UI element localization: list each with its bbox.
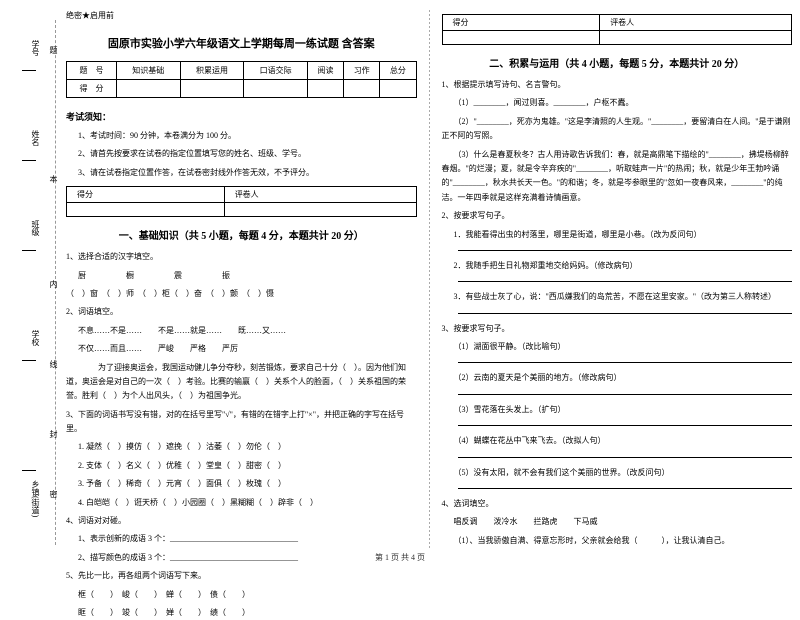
q3-l: 1. 凝然（ ）摸仿（ ）遮挽（ ）沽萎（ ）勿伦（ ）	[66, 440, 417, 454]
answer-blank	[458, 425, 793, 426]
mini-score: 得分评卷人	[66, 186, 417, 217]
answer-blank	[458, 457, 793, 458]
notice-heading: 考试须知：	[66, 110, 417, 123]
q2-l: 不仅……而且…… 严峻 严格 严厉	[66, 342, 417, 356]
label-xuehao: 学号	[30, 40, 41, 56]
notice-item: 2、请首先按要求在试卷的指定位置填写您的姓名、班级、学号。	[66, 147, 417, 161]
mini-c1: 得分	[67, 187, 225, 203]
s2q3-l: （5）没有太阳，就不会有我们这个美丽的世界。（改反问句）	[442, 466, 793, 480]
q1-row: 厨 橱 震 振	[66, 269, 417, 283]
q1: 1、选择合适的汉字填空。	[66, 250, 417, 264]
q3: 3、下面的词语书写没有错，对的在括号里写"√"，有错的在错字上打"×"，并把正确…	[66, 408, 417, 437]
row-label: 得 分	[67, 80, 117, 98]
s2q4: 4、选词填空。	[442, 497, 793, 511]
th: 知识基础	[116, 62, 180, 80]
s2q1-l: （2）"________，死亦为鬼雄。"这是李清照的人生观。"________，…	[442, 115, 793, 144]
page-footer: 第 1 页 共 4 页	[0, 552, 800, 563]
content-area: 绝密★启用前 固原市实验小学六年级语文上学期每周一练试题 含答案 题 号 知识基…	[60, 0, 800, 565]
q5-l: 框（ ） 峻（ ） 蝉（ ） 债（ ）	[66, 588, 417, 602]
label-xiangzhen: 乡镇(街道)	[30, 480, 41, 517]
s2q2-l: 2．我随手把生日礼物郑重地交给妈妈。（修改病句）	[442, 259, 793, 273]
s2q3-l: （2）云南的夏天是个美丽的地方。（修改病句）	[442, 371, 793, 385]
s2q1-l: （3）什么是春夏秋冬？古人用诗歌告诉我们：春，就是高鼎笔下描绘的"_______…	[442, 148, 793, 206]
cell	[180, 80, 244, 98]
s2q2: 2、按要求写句子。	[442, 209, 793, 223]
th: 总分	[380, 62, 416, 80]
th: 习作	[344, 62, 380, 80]
answer-blank	[458, 394, 793, 395]
q1-row: （ ）窗 （ ）师 （ ）柜（ ）奋 （ ）颤 （ ）慑	[66, 287, 417, 301]
marker-mi: 密	[48, 490, 59, 498]
s2q3-l: （4）蝴蝶在花丛中飞来飞去。（改拟人句）	[442, 434, 793, 448]
cell	[244, 80, 308, 98]
q2: 2、词语填空。	[66, 305, 417, 319]
cell	[116, 80, 180, 98]
q3-l: 4. 白皑皑（ ）诳天桥（ ）小园圈（ ）黑糊糊（ ）辟非（ ）	[66, 496, 417, 510]
marker-feng: 封	[48, 430, 59, 438]
mini-c2: 评卷人	[224, 187, 416, 203]
answer-blank	[458, 488, 793, 489]
mini-c1: 得分	[442, 15, 600, 31]
blank-line	[22, 160, 36, 161]
answer-blank	[458, 362, 793, 363]
notice-item: 3、请在试卷指定位置作答，在试卷密封线外作答无效，不予评分。	[66, 166, 417, 180]
mini-score: 得分评卷人	[442, 14, 793, 45]
label-xuexiao: 学校	[30, 330, 41, 346]
exam-title: 固原市实验小学六年级语文上学期每周一练试题 含答案	[66, 35, 417, 51]
th: 阅读	[307, 62, 343, 80]
cell	[380, 80, 416, 98]
q2-l: 为了迎接奥运会，我国运动健儿争分夺秒，刻苦锻炼，要求自己十分（ ）。因为他们知道…	[66, 361, 417, 404]
q4: 4、词语对对碰。	[66, 514, 417, 528]
cell	[344, 80, 380, 98]
q3-l: 2. 支体（ ）名义（ ）优稚（ ）堂皇（ ）甜密（ ）	[66, 459, 417, 473]
s2q1-l: （1）________，闻过则喜。________，户枢不蠹。	[442, 96, 793, 110]
label-xingming: 姓名	[30, 130, 41, 146]
q3-l: 3. 予备（ ）稀奇（ ）元宵（ ）面俱（ ）枚瑰（ ）	[66, 477, 417, 491]
s2q2-l: 3．有些战士灰了心，说："西瓜嫌我们的岛荒苦，不愿在这里安家。"（改为第三人称转…	[442, 290, 793, 304]
s2q1: 1、根据提示填写诗句、名言警句。	[442, 78, 793, 92]
notice-item: 1、考试时间：90 分钟，本卷满分为 100 分。	[66, 129, 417, 143]
secret-label: 绝密★启用前	[66, 10, 417, 21]
marker-xian: 线	[48, 360, 59, 368]
column-divider	[429, 10, 430, 549]
s2q3-l: （1）湖面很平静。（改比喻句）	[442, 340, 793, 354]
blank-line	[22, 250, 36, 251]
cell	[307, 80, 343, 98]
section2-heading: 二、积累与运用（共 4 小题，每题 5 分，本题共计 20 分）	[442, 55, 793, 70]
blank-line	[22, 360, 36, 361]
s2q4-l: 唱反调 泼冷水 拦路虎 下马威	[442, 515, 793, 529]
label-banji: 班级	[30, 220, 41, 236]
s2q3: 3、按要求写句子。	[442, 322, 793, 336]
binding-sidebar: 学号 题 姓名 本 班级 内 学校 线 封 乡镇(街道) 密	[0, 0, 60, 565]
q4-l: 1、表示创新的成语 3 个：__________________________…	[66, 532, 417, 546]
score-table: 题 号 知识基础 积累运用 口语交际 阅读 习作 总分 得 分	[66, 61, 417, 98]
marker-nei: 内	[48, 280, 59, 288]
q5: 5、先比一比，再各组两个词语写下来。	[66, 569, 417, 583]
answer-blank	[458, 250, 793, 251]
mini-c2: 评卷人	[600, 15, 792, 31]
q5-l: 眶（ ） 竣（ ） 婵（ ） 绩（ ）	[66, 606, 417, 620]
blank-line	[22, 470, 36, 471]
right-column: 得分评卷人 二、积累与运用（共 4 小题，每题 5 分，本题共计 20 分） 1…	[442, 10, 793, 549]
marker-ben: 本	[48, 175, 59, 183]
answer-blank	[458, 281, 793, 282]
s2q3-l: （3）雪花落在头发上。（扩句）	[442, 403, 793, 417]
s2q2-l: 1．我能看得出虫的村落里，哪里是街道，哪里是小巷。（改为反问句）	[442, 228, 793, 242]
th: 题 号	[67, 62, 117, 80]
th: 积累运用	[180, 62, 244, 80]
left-column: 绝密★启用前 固原市实验小学六年级语文上学期每周一练试题 含答案 题 号 知识基…	[66, 10, 417, 549]
blank-line	[22, 70, 36, 71]
th: 口语交际	[244, 62, 308, 80]
answer-blank	[458, 313, 793, 314]
s2q4-l: （1）、当我骄傲自满、得意忘形时，父亲就会给我（ ），让我认清自己。	[442, 534, 793, 548]
q2-l: 不息……不是…… 不是……就是…… 既……又……	[66, 324, 417, 338]
section1-heading: 一、基础知识（共 5 小题，每题 4 分，本题共计 20 分）	[66, 227, 417, 242]
marker-ti: 题	[48, 46, 59, 54]
